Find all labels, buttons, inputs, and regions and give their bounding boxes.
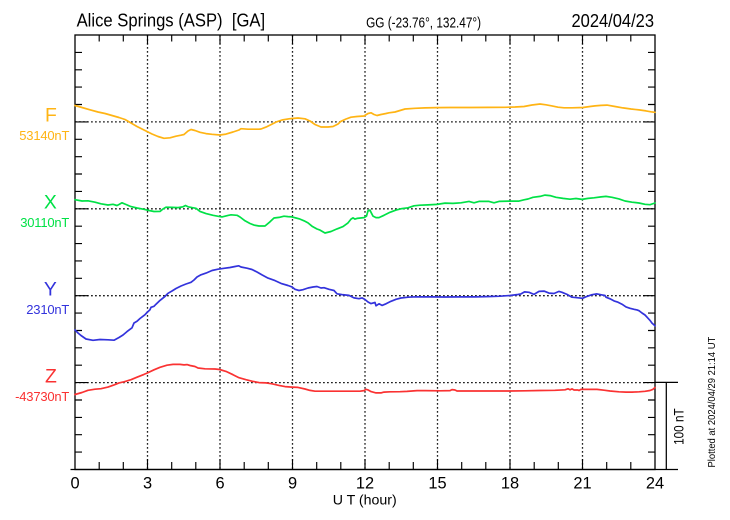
svg-text:18: 18 xyxy=(501,475,519,493)
svg-text:Plotted at 2024/04/29 21:14 UT: Plotted at 2024/04/29 21:14 UT xyxy=(707,337,718,468)
svg-text:12: 12 xyxy=(356,475,374,493)
svg-text:U T (hour): U T (hour) xyxy=(333,492,397,508)
svg-text:GG (-23.76°, 132.47°): GG (-23.76°, 132.47°) xyxy=(366,14,481,31)
svg-text:X: X xyxy=(44,192,57,214)
svg-text:6: 6 xyxy=(215,475,224,493)
svg-text:24: 24 xyxy=(646,475,664,493)
svg-text:2310nT: 2310nT xyxy=(26,302,69,317)
svg-text:Y: Y xyxy=(44,279,57,301)
svg-text:F: F xyxy=(45,105,57,127)
svg-text:53140nT: 53140nT xyxy=(19,128,69,143)
svg-text:Z: Z xyxy=(45,365,57,387)
svg-text:15: 15 xyxy=(428,475,446,493)
svg-text:Alice Springs (ASP) [GA]: Alice Springs (ASP) [GA] xyxy=(77,9,266,30)
svg-text:3: 3 xyxy=(143,475,152,493)
svg-text:0: 0 xyxy=(70,475,79,493)
svg-text:-43730nT: -43730nT xyxy=(15,389,69,404)
svg-text:9: 9 xyxy=(288,475,297,493)
svg-text:2024/04/23: 2024/04/23 xyxy=(572,10,655,31)
svg-text:100 nT: 100 nT xyxy=(671,408,686,445)
svg-text:30110nT: 30110nT xyxy=(20,215,69,230)
svg-text:21: 21 xyxy=(573,475,591,493)
